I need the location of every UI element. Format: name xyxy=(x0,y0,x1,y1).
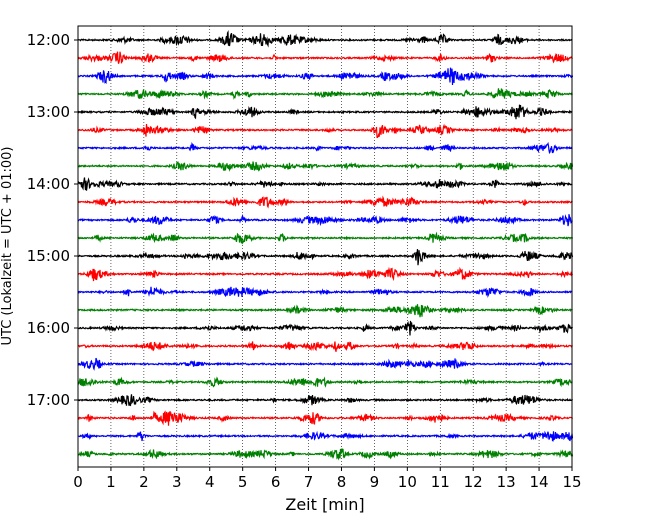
seismogram-trace xyxy=(77,51,573,64)
seismogram-trace xyxy=(77,320,574,336)
x-tick-label: 14 xyxy=(530,473,549,491)
x-tick-label: 3 xyxy=(172,473,182,491)
x-tick-label: 6 xyxy=(271,473,281,491)
x-tick-label: 8 xyxy=(337,473,347,491)
x-axis-label: Zeit [min] xyxy=(285,495,364,514)
seismogram-trace xyxy=(77,141,573,155)
x-tick-label: 13 xyxy=(497,473,516,491)
x-tick-label: 12 xyxy=(464,473,483,491)
x-tick-label: 11 xyxy=(431,473,450,491)
seismogram-trace xyxy=(77,286,573,299)
seismogram-trace xyxy=(77,410,574,426)
seismogram-traces xyxy=(77,30,574,461)
x-tick-label: 2 xyxy=(139,473,149,491)
seismogram-trace xyxy=(77,357,573,371)
plot-frame xyxy=(77,25,573,468)
seismogram-trace xyxy=(77,30,573,48)
seismogram-trace xyxy=(77,123,573,139)
y-axis-ticks: 12:00 13:00 14:00 15:00 16:00 17:00 xyxy=(27,31,78,409)
y-tick-label: 12:00 xyxy=(27,31,70,49)
x-tick-label: 1 xyxy=(106,473,116,491)
seismogram-trace xyxy=(77,376,573,388)
y-tick-label: 17:00 xyxy=(27,391,70,409)
seismogram-trace xyxy=(77,304,573,318)
seismogram-trace xyxy=(77,430,574,442)
y-tick-label: 13:00 xyxy=(27,103,70,121)
x-tick-label: 5 xyxy=(238,473,248,491)
seismogram-trace xyxy=(77,67,574,86)
seismogram-trace xyxy=(77,195,573,209)
x-tick-label: 9 xyxy=(370,473,380,491)
seismogram-trace xyxy=(78,266,574,282)
seismogram-trace xyxy=(77,213,573,227)
y-axis-label: UTC (Lokalzeit = UTC + 01:00) xyxy=(0,147,15,346)
x-tick-label: 15 xyxy=(562,473,581,491)
x-tick-label: 10 xyxy=(398,473,417,491)
seismogram-trace xyxy=(77,394,574,407)
seismogram-trace xyxy=(77,88,573,100)
x-tick-label: 7 xyxy=(304,473,314,491)
seismogram-trace xyxy=(77,341,573,352)
x-tick-label: 0 xyxy=(73,473,83,491)
y-tick-label: 15:00 xyxy=(27,247,70,265)
y-tick-label: 16:00 xyxy=(27,319,70,337)
y-tick-label: 14:00 xyxy=(27,175,70,193)
seismogram-trace xyxy=(77,448,574,461)
x-tick-label: 4 xyxy=(205,473,215,491)
seismogram-trace xyxy=(78,231,574,245)
seismogram-trace xyxy=(77,177,573,191)
seismogram-trace xyxy=(77,249,574,266)
seismogram-trace xyxy=(77,161,574,172)
x-axis-ticks: 0 1 2 3 4 5 6 7 8 9 10 11 12 13 14 15 xyxy=(73,467,582,491)
seismogram-trace xyxy=(77,104,573,120)
